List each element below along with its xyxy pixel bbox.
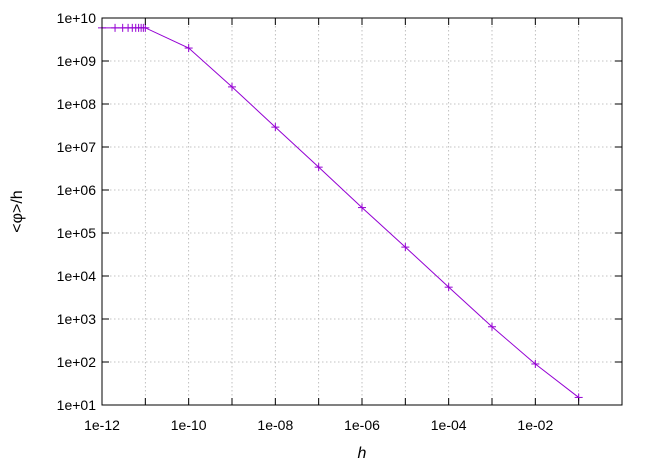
data-point-marker bbox=[141, 23, 150, 32]
y-tick-label: 1e+04 bbox=[57, 268, 97, 284]
x-tick-label: 1e-10 bbox=[171, 417, 207, 433]
y-tick-label: 1e+07 bbox=[57, 139, 97, 155]
grid bbox=[102, 18, 622, 405]
data-point-marker bbox=[358, 203, 366, 212]
x-axis-label: h bbox=[358, 445, 367, 462]
y-tick-label: 1e+05 bbox=[57, 225, 97, 241]
y-axis-label: <φ>/h bbox=[9, 190, 26, 232]
x-tick-label: 1e-08 bbox=[257, 417, 293, 433]
ticks: 1e-12 1e-10 1e-08 1e-06 1e-04 1e-02 1e+01 1e+02… bbox=[57, 10, 623, 433]
data-point-marker bbox=[271, 123, 280, 132]
y-tick-label: 1e+10 bbox=[57, 10, 97, 26]
data-point-marker bbox=[314, 163, 323, 172]
y-tick-label: 1e+01 bbox=[57, 397, 97, 413]
x-tick-label: 1e-06 bbox=[344, 417, 380, 433]
y-tick-label: 1e+02 bbox=[57, 354, 97, 370]
data-point-marker bbox=[401, 243, 410, 252]
series-line bbox=[102, 27, 579, 398]
data-point-marker bbox=[488, 322, 496, 331]
y-tick-label: 1e+08 bbox=[57, 96, 97, 112]
y-tick-label: 1e+06 bbox=[57, 182, 97, 198]
x-tick-label: 1e-04 bbox=[431, 417, 467, 433]
y-tick-label: 1e+03 bbox=[57, 311, 97, 327]
x-tick-label: 1e-02 bbox=[517, 417, 553, 433]
data-point-marker bbox=[444, 283, 453, 292]
series-layer bbox=[98, 23, 583, 402]
data-point-marker bbox=[228, 82, 236, 91]
data-point-marker bbox=[111, 23, 120, 32]
data-point-marker bbox=[184, 44, 193, 53]
x-tick-label: 1e-12 bbox=[84, 417, 120, 433]
data-point-marker bbox=[531, 359, 540, 368]
y-tick-label: 1e+09 bbox=[57, 53, 97, 69]
